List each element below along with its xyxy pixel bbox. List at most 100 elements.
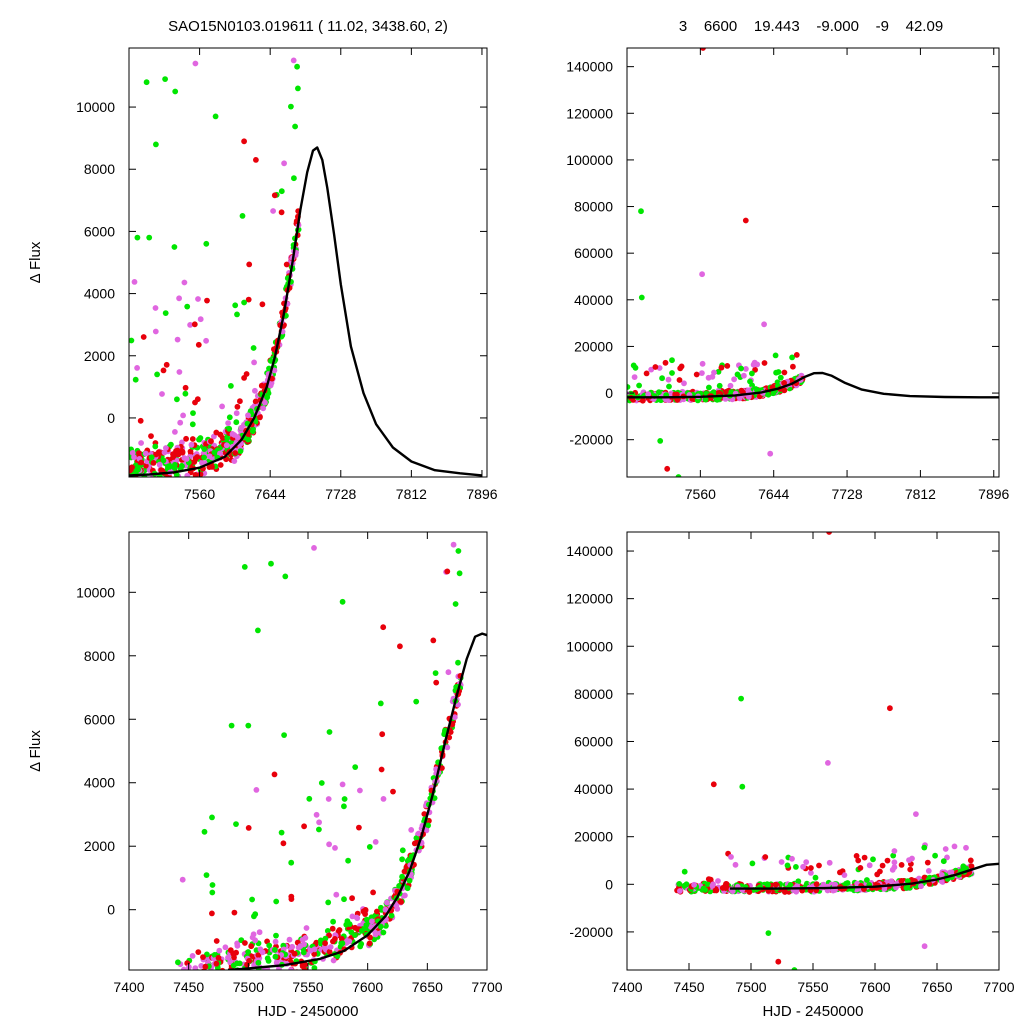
data-point <box>812 874 819 881</box>
data-point <box>358 941 365 947</box>
y-tick-label: 0 <box>605 385 613 401</box>
data-point <box>781 380 787 386</box>
data-point <box>241 564 248 570</box>
data-point <box>262 399 268 406</box>
data-point <box>229 973 235 979</box>
panel-top-right: 7560 7644 7728 7812 7896 -20000 0 20000 40000 600… <box>566 47 1010 502</box>
data-point <box>281 160 287 167</box>
data-point <box>189 436 196 442</box>
data-point <box>921 943 928 950</box>
data-point <box>888 878 895 885</box>
model-curve <box>627 371 999 399</box>
data-point <box>924 859 931 866</box>
data-point <box>716 382 723 389</box>
data-point <box>209 889 216 896</box>
data-point <box>187 322 194 328</box>
data-point <box>245 296 252 303</box>
x-tick-label: 7812 <box>396 486 427 502</box>
data-point <box>662 359 669 366</box>
data-point <box>826 532 832 535</box>
data-point <box>938 872 945 878</box>
data-point <box>951 843 958 850</box>
data-point <box>250 345 257 351</box>
data-point <box>808 865 814 871</box>
data-point <box>142 462 149 469</box>
data-point <box>891 859 898 866</box>
data-point <box>750 361 757 368</box>
data-point <box>138 459 145 466</box>
y-tick-label: 10000 <box>76 99 115 115</box>
data-point <box>256 929 263 936</box>
data-point <box>271 192 278 199</box>
data-point <box>359 927 365 934</box>
data-point <box>711 369 717 376</box>
data-point <box>681 380 687 387</box>
data-point <box>891 864 898 871</box>
data-point <box>940 858 947 865</box>
data-point <box>200 954 206 960</box>
data-point <box>739 783 746 790</box>
data-point <box>206 971 212 977</box>
y-tick-label: 2000 <box>84 838 115 854</box>
data-point <box>282 573 289 580</box>
data-point <box>747 378 753 385</box>
data-point <box>879 862 886 869</box>
y-tick-label: 140000 <box>566 59 613 75</box>
data-point <box>645 391 652 398</box>
y-tick-label: 4000 <box>84 286 115 302</box>
data-point <box>231 458 238 464</box>
data-point <box>326 729 333 735</box>
figure-title-left: SAO15N0103.019611 ( 11.02, 3438.60, 2) <box>168 18 448 35</box>
y-tick-label: 60000 <box>574 733 613 749</box>
data-point <box>211 449 218 456</box>
data-point <box>232 302 239 309</box>
data-point <box>227 947 234 954</box>
x-axis-label: HJD - 2450000 <box>763 1003 864 1020</box>
data-point <box>260 405 267 412</box>
data-point <box>224 434 231 441</box>
x-tick-label: 7700 <box>471 979 502 995</box>
data-point <box>338 936 345 942</box>
y-tick-label: 120000 <box>566 591 613 607</box>
data-point <box>201 446 208 452</box>
data-point <box>770 390 777 397</box>
data-point <box>184 472 191 477</box>
data-point <box>722 396 729 402</box>
data-point <box>237 448 244 454</box>
data-point <box>138 440 145 446</box>
data-point <box>676 377 683 383</box>
data-point <box>336 927 343 933</box>
data-point <box>259 301 266 308</box>
data-point <box>245 949 252 955</box>
data-point <box>765 930 772 936</box>
data-point <box>197 316 204 323</box>
data-point <box>213 938 220 944</box>
data-point <box>187 448 194 455</box>
data-point <box>705 876 712 882</box>
data-point <box>228 383 234 389</box>
data-point <box>932 852 938 859</box>
data-point <box>248 943 255 950</box>
y-tick-label: 6000 <box>84 711 115 727</box>
data-point <box>864 877 870 883</box>
data-point <box>702 396 709 403</box>
y-tick-label: 0 <box>107 902 115 918</box>
data-point <box>853 853 860 859</box>
data-point <box>273 959 280 966</box>
data-point <box>942 846 949 852</box>
data-point <box>129 450 136 456</box>
data-point <box>318 780 325 786</box>
data-point <box>146 476 149 477</box>
x-tick-label: 7450 <box>173 979 204 995</box>
data-point <box>294 63 300 70</box>
data-point <box>191 321 198 328</box>
data-point <box>452 601 459 607</box>
y-tick-label: 120000 <box>566 105 613 121</box>
data-point <box>330 938 336 945</box>
data-point <box>181 455 188 461</box>
data-point <box>203 240 210 247</box>
data-point <box>160 457 167 464</box>
data-point <box>339 781 346 788</box>
data-point <box>761 321 767 328</box>
x-tick-label: 7400 <box>611 979 642 995</box>
